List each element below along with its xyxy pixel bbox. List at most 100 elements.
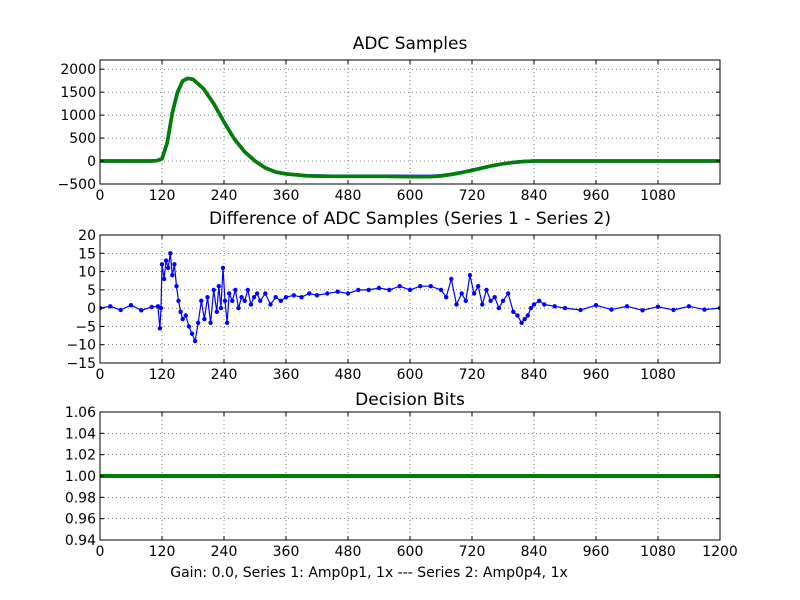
- x-tick-label: 480: [335, 188, 362, 204]
- x-tick-label: 600: [397, 188, 424, 204]
- x-tick-label: 840: [521, 544, 548, 560]
- x-tick-label: 480: [335, 367, 362, 383]
- data-point: [273, 295, 278, 300]
- x-tick-label: 1080: [640, 188, 676, 204]
- data-point: [307, 291, 312, 296]
- data-point: [158, 305, 164, 311]
- data-point: [242, 298, 247, 303]
- data-point: [522, 316, 527, 322]
- data-point: [609, 307, 614, 312]
- y-tick-label: 10: [78, 265, 96, 281]
- x-tick-label: 960: [583, 544, 610, 560]
- data-point: [220, 265, 226, 271]
- x-tick-label: 720: [459, 544, 486, 560]
- data-point: [496, 305, 502, 311]
- x-tick-label: 1080: [640, 367, 676, 383]
- data-point: [239, 295, 244, 300]
- data-point: [686, 304, 692, 309]
- x-tick-label: 600: [397, 544, 424, 560]
- y-tick-label: 0: [87, 301, 96, 317]
- data-point: [205, 295, 210, 300]
- data-point: [189, 331, 195, 336]
- x-tick-label: 120: [149, 367, 176, 383]
- x-tick-label: 840: [521, 188, 548, 204]
- y-tick-label: 0: [87, 154, 96, 170]
- data-point: [492, 295, 497, 300]
- data-point: [202, 316, 207, 322]
- chart-title: ADC Samples: [353, 34, 468, 54]
- data-point: [192, 338, 198, 344]
- data-point: [438, 287, 444, 293]
- data-point: [299, 295, 304, 300]
- data-point: [345, 291, 351, 296]
- x-tick-label: 1200: [702, 544, 738, 560]
- data-point: [183, 313, 188, 318]
- data-point: [211, 287, 216, 293]
- x-tick-label: 720: [459, 367, 486, 383]
- y-tick-label: 0.94: [65, 533, 96, 549]
- data-point: [593, 303, 599, 308]
- data-point: [149, 304, 154, 310]
- x-tick-label: 0: [96, 367, 105, 383]
- x-tick-label: 360: [273, 367, 300, 383]
- y-tick-label: −5: [75, 319, 96, 335]
- y-tick-label: 1500: [60, 85, 96, 101]
- data-point: [248, 302, 254, 307]
- data-point: [519, 320, 524, 325]
- series-2: [100, 76, 720, 179]
- data-point: [525, 313, 530, 318]
- data-point: [108, 304, 113, 309]
- data-point: [542, 302, 547, 307]
- chart-title: Difference of ADC Samples (Series 1 - Se…: [209, 209, 611, 229]
- series-line: [100, 76, 720, 179]
- data-point: [488, 298, 493, 303]
- data-point: [511, 309, 516, 314]
- data-point: [578, 307, 583, 313]
- y-tick-label: 0.98: [65, 490, 96, 506]
- data-point: [218, 305, 224, 311]
- x-tick-label: 360: [273, 544, 300, 560]
- y-tick-label: −500: [58, 177, 96, 193]
- data-point: [268, 302, 273, 307]
- data-point: [500, 298, 506, 303]
- y-tick-label: 1000: [60, 108, 96, 124]
- y-tick-label: 1.04: [65, 426, 96, 442]
- data-point: [506, 291, 511, 296]
- chart-panel-1: ADC Samples 0 120 240 360 480 600 720 840 960 1080…: [58, 34, 721, 204]
- data-point: [314, 293, 320, 298]
- data-point: [640, 308, 645, 313]
- data-point: [159, 262, 165, 267]
- data-point: [528, 305, 534, 311]
- data-point: [467, 273, 473, 278]
- x-tick-label: 360: [273, 188, 300, 204]
- data-point: [172, 262, 177, 267]
- data-point: [449, 276, 454, 282]
- data-point: [168, 251, 173, 256]
- data-point: [463, 298, 468, 303]
- x-tick-label: 1080: [640, 544, 676, 560]
- x-tick-label: 120: [149, 544, 176, 560]
- data-point: [118, 307, 123, 313]
- data-point: [671, 307, 676, 313]
- chart-panel-3: Decision Bits 0 120 240 360 480 600 720 840 960 10…: [65, 390, 738, 560]
- data-point: [233, 287, 238, 293]
- data-point: [291, 293, 296, 298]
- data-point: [214, 309, 219, 314]
- y-tick-label: 15: [78, 246, 96, 262]
- data-point: [178, 309, 183, 314]
- data-point: [222, 298, 228, 303]
- data-point: [655, 304, 661, 309]
- data-point: [366, 287, 371, 293]
- data-point: [196, 320, 201, 325]
- data-point: [325, 291, 330, 296]
- data-point: [484, 287, 489, 293]
- data-point: [166, 265, 171, 271]
- x-tick-label: 0: [96, 188, 105, 204]
- data-point: [170, 273, 175, 278]
- data-point: [216, 284, 221, 289]
- x-tick-label: 240: [211, 544, 238, 560]
- x-tick-label: 600: [397, 367, 424, 383]
- data-point: [376, 285, 382, 291]
- x-tick-label: 120: [149, 188, 176, 204]
- data-point: [224, 320, 230, 325]
